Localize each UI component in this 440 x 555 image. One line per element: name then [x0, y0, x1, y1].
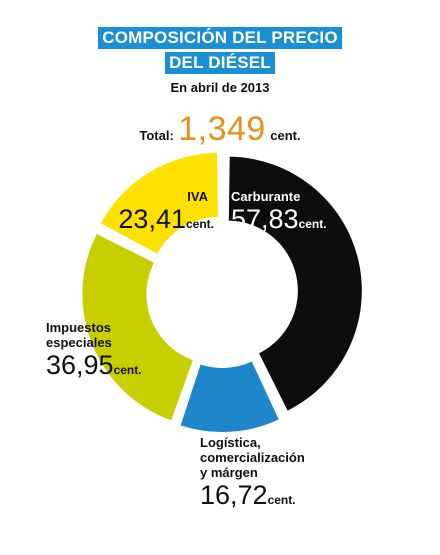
slice-carburante — [228, 156, 362, 411]
label-logistica-value: 16,72 — [200, 480, 268, 510]
chart-title-line-2: DEL DIÉSEL — [165, 52, 275, 74]
label-iva-name: IVA — [187, 189, 208, 204]
chart-subtitle: En abril de 2013 — [170, 80, 270, 95]
label-carburante: Carburante 57,83cent. — [231, 189, 327, 234]
label-logistica-name-1: Logística, — [200, 435, 261, 450]
slice-impuestos-especiales — [82, 233, 193, 421]
label-logistica-name-2: comercialización — [200, 450, 305, 465]
label-impuestos-name-1: Impuestos — [46, 320, 112, 335]
total-value: 1,349 — [178, 110, 266, 148]
slice-iva — [100, 152, 218, 254]
total-label: Total: — [139, 128, 174, 143]
label-impuestos-especiales: Impuestos especiales 36,95cent. — [46, 320, 142, 380]
label-iva-unit: cent. — [185, 217, 214, 231]
label-iva-value: 23,41 — [118, 204, 186, 234]
label-impuestos-unit: cent. — [113, 363, 142, 377]
label-logistica-unit: cent. — [267, 493, 296, 507]
label-iva: IVA 23,41cent. — [114, 189, 214, 234]
label-carburante-value: 57,83 — [231, 204, 299, 234]
label-impuestos-value: 36,95 — [46, 350, 114, 380]
total-unit: cent. — [270, 128, 301, 143]
label-impuestos-name-2: especiales — [46, 335, 112, 350]
slice-logistica — [180, 361, 279, 432]
label-carburante-unit: cent. — [298, 217, 327, 231]
label-carburante-name: Carburante — [231, 189, 301, 204]
chart-title: COMPOSICIÓN DEL PRECIO DEL DIÉSEL — [0, 27, 440, 74]
label-logistica: Logística, comercialización y márgen 16,… — [200, 435, 305, 510]
label-logistica-name-3: y márgen — [200, 465, 258, 480]
chart-title-line-1: COMPOSICIÓN DEL PRECIO — [98, 27, 342, 49]
total-readout: Total: 1,349 cent. — [0, 110, 440, 149]
